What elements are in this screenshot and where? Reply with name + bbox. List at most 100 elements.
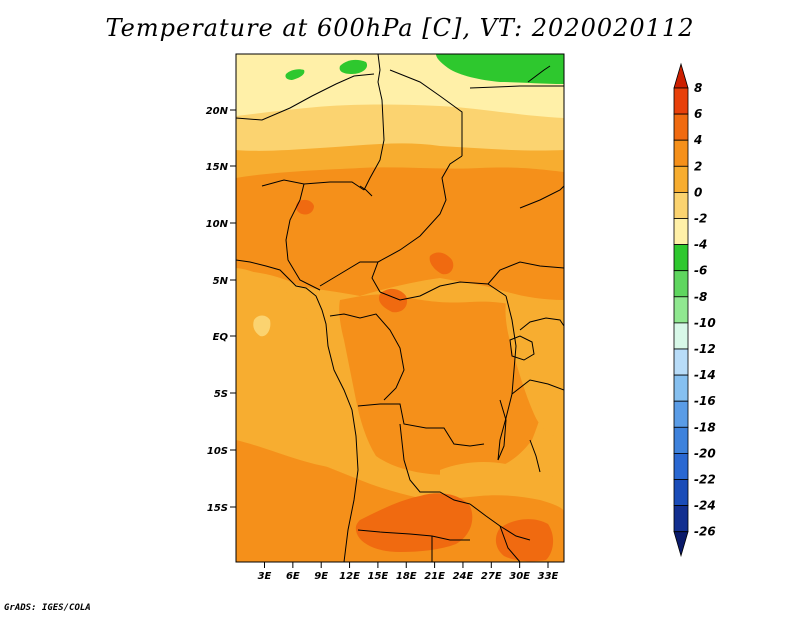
colorbar-label: -6 bbox=[694, 264, 707, 278]
border-south-sudan bbox=[487, 261, 564, 285]
colorbar-label: -24 bbox=[694, 499, 716, 513]
border-libya-sudan bbox=[389, 69, 463, 156]
longitude-axis: 3E 6E 9E 12E 15E 18E 21E 24E 27E 30E 33E bbox=[258, 562, 559, 582]
region-4-to-6-car bbox=[429, 252, 454, 275]
colorbar-label: -22 bbox=[694, 473, 716, 487]
colorbar-label: -18 bbox=[694, 420, 716, 434]
colorbar-box bbox=[673, 322, 689, 350]
border-libya-egypt bbox=[363, 54, 385, 191]
border-tanzania bbox=[511, 379, 564, 395]
lon-tick-label: 21E bbox=[424, 571, 445, 582]
map-frame bbox=[235, 53, 565, 563]
region-below-m4-west bbox=[285, 69, 305, 80]
lon-tick-label: 6E bbox=[286, 571, 300, 582]
border-drc-angola bbox=[357, 403, 485, 447]
border-angola-zambia bbox=[399, 423, 471, 505]
colorbar-label: -2 bbox=[694, 212, 707, 226]
border-algeria-niger bbox=[236, 73, 375, 121]
lon-tick-label: 24E bbox=[453, 571, 474, 582]
border-congo bbox=[329, 313, 405, 401]
colorbar-box bbox=[673, 139, 689, 167]
region-0-to-2-kalahari bbox=[440, 462, 564, 504]
colorbar-box bbox=[673, 244, 689, 272]
region-0-to-2-east bbox=[505, 299, 564, 440]
border-egypt-sudan bbox=[469, 85, 564, 89]
grads-credit: GrADS: IGES/COLA bbox=[4, 603, 91, 613]
colorbar-label: 2 bbox=[694, 159, 702, 173]
colorbar-bottom-arrow bbox=[673, 531, 689, 558]
lake-tanganyika bbox=[497, 399, 507, 461]
colorbar-label: -26 bbox=[694, 525, 716, 539]
lon-tick-label: 18E bbox=[396, 571, 417, 582]
colorbar-box bbox=[673, 426, 689, 454]
lat-tick-label: 5N bbox=[213, 276, 229, 287]
colorbar-box bbox=[673, 191, 689, 219]
border-east-coast bbox=[519, 317, 564, 331]
lon-tick-label: 12E bbox=[339, 571, 360, 582]
colorbar-box bbox=[673, 400, 689, 428]
borders bbox=[236, 54, 564, 562]
colorbar-box bbox=[673, 87, 689, 115]
region-below-m4-east bbox=[436, 54, 564, 84]
lat-tick-label: 5S bbox=[214, 389, 228, 400]
colorbar-label: -12 bbox=[694, 342, 716, 356]
lat-tick-label: 15N bbox=[206, 162, 229, 173]
lat-tick-label: 10S bbox=[207, 446, 228, 457]
colorbar-label: -20 bbox=[694, 446, 716, 460]
region-4-to-6-nigeria bbox=[295, 199, 314, 215]
colorbar-label: -10 bbox=[694, 316, 716, 330]
colorbar-label: 6 bbox=[694, 107, 702, 121]
colorbar-box bbox=[673, 452, 689, 480]
colorbar-box bbox=[673, 374, 689, 402]
colorbar-box bbox=[673, 348, 689, 376]
colorbar-label: 8 bbox=[694, 81, 702, 95]
lon-tick-label: 3E bbox=[258, 571, 272, 582]
border-niger-nigeria bbox=[261, 179, 365, 191]
region-m2-to-0-gabon bbox=[253, 315, 271, 337]
colorbar-box bbox=[673, 165, 689, 193]
lon-tick-label: 27E bbox=[481, 571, 502, 582]
region-4-to-6-south-a bbox=[355, 493, 473, 552]
colorbar-label: -4 bbox=[694, 238, 707, 252]
lat-tick-label: 15S bbox=[207, 503, 228, 514]
colorbar: 8 6 4 2 0 -2 -4 -6 -8 -10 -12 -14 -16 -18 -20 -22 -24 -26 bbox=[673, 62, 716, 558]
lon-tick-label: 30E bbox=[509, 571, 530, 582]
border-moz bbox=[499, 525, 521, 562]
border-nigeria-cameroon bbox=[285, 183, 321, 291]
colorbar-top-arrow bbox=[673, 62, 689, 89]
region-2-to-4-congo bbox=[339, 294, 554, 475]
colorbar-box bbox=[673, 270, 689, 298]
lon-tick-label: 9E bbox=[314, 571, 328, 582]
lat-tick-label: 20N bbox=[206, 106, 229, 117]
lake-chad bbox=[359, 185, 373, 197]
colorbar-label: 0 bbox=[694, 185, 702, 199]
coastline-west bbox=[236, 259, 359, 562]
colorbar-label: 4 bbox=[693, 133, 702, 147]
border-ethiopia bbox=[519, 185, 564, 209]
colorbar-label: -14 bbox=[694, 368, 716, 382]
temperature-field bbox=[236, 54, 564, 562]
lon-tick-label: 33E bbox=[538, 571, 559, 582]
colorbar-box bbox=[673, 218, 689, 246]
colorbar-box bbox=[673, 505, 689, 533]
region-2-to-4-sahel bbox=[236, 167, 564, 300]
lon-tick-label: 15E bbox=[368, 571, 389, 582]
red-sea bbox=[527, 65, 551, 83]
lat-tick-label: EQ bbox=[213, 332, 229, 343]
map-title: Temperature at 600hPa [C], VT: 202002011… bbox=[105, 14, 695, 42]
border-sudan-chad bbox=[371, 155, 463, 293]
lake-malawi bbox=[529, 439, 541, 473]
colorbar-label: -8 bbox=[694, 290, 707, 304]
colorbar-label: -16 bbox=[694, 394, 716, 408]
latitude-axis: 20N 15N 10N 5N EQ 5S 10S 15S bbox=[206, 106, 236, 514]
region-4-to-6-south-b bbox=[495, 519, 554, 562]
region-below-m4-center bbox=[339, 59, 368, 74]
colorbar-box bbox=[673, 479, 689, 507]
lat-tick-label: 10N bbox=[206, 219, 229, 230]
lake-victoria bbox=[509, 335, 535, 361]
border-namibia bbox=[357, 529, 470, 541]
region-2-to-4-south bbox=[236, 430, 564, 562]
colorbar-box bbox=[673, 113, 689, 141]
border-chad-car bbox=[319, 261, 378, 287]
